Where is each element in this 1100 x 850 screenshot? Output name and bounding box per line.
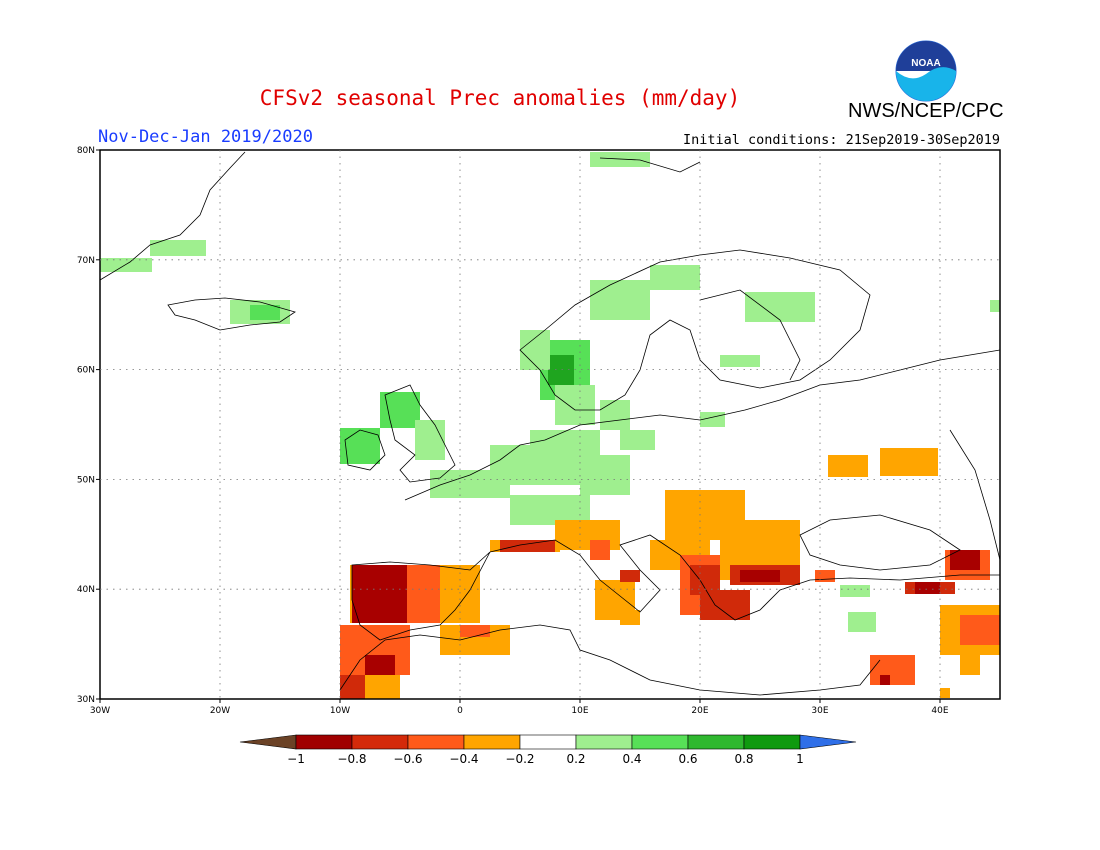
noaa-logo-text: NOAA — [911, 58, 940, 69]
lon-label: 0 — [457, 706, 463, 716]
lon-label: 20E — [691, 706, 708, 716]
colorbar-swatch — [519, 734, 577, 750]
dry-anomalies — [340, 448, 1000, 699]
map-frame — [99, 149, 1001, 700]
coastlines — [99, 151, 1001, 696]
graticule — [100, 150, 1000, 699]
colorbar-label: −0.8 — [337, 752, 366, 766]
lat-label: 70N — [77, 256, 95, 266]
lon-label: 40E — [931, 706, 948, 716]
forecast-period: Nov-Dec-Jan 2019/2020 — [98, 127, 313, 147]
lon-label: 10E — [571, 706, 588, 716]
lon-label: 30E — [811, 706, 828, 716]
colorbar-label: 0.2 — [566, 752, 585, 766]
map-title-text: CFSv2 seasonal Prec anomalies (mm/day) — [259, 86, 741, 110]
lon-label: 30W — [90, 706, 110, 716]
lon-label: 10W — [330, 706, 350, 716]
colorbar: −1 −0.8 −0.6 −0.4 −0.2 0.2 0.4 0.6 0.8 1 — [239, 734, 857, 766]
colorbar-arrow-low — [239, 734, 297, 750]
colorbar-swatch — [295, 734, 353, 750]
colorbar-swatch — [575, 734, 633, 750]
colorbar-label: 0.4 — [622, 752, 641, 766]
noaa-logo: NOAA — [895, 40, 957, 102]
anomaly-fields — [100, 152, 1000, 699]
colorbar-label: −1 — [287, 752, 305, 766]
initial-conditions: Initial conditions: 21Sep2019-30Sep2019 — [683, 132, 1000, 148]
colorbar-swatch — [463, 734, 521, 750]
colorbar-swatch — [631, 734, 689, 750]
lat-label: 30N — [77, 695, 95, 705]
colorbar-label: 0.6 — [678, 752, 697, 766]
colorbar-swatch — [743, 734, 801, 750]
map-title: CFSv2 seasonal Prec anomalies (mm/day) — [0, 86, 1100, 110]
colorbar-label: 1 — [796, 752, 804, 766]
colorbar-arrow-high — [799, 734, 857, 750]
colorbar-label: 0.8 — [734, 752, 753, 766]
colorbar-swatch — [351, 734, 409, 750]
colorbar-swatch — [407, 734, 465, 750]
lat-label: 60N — [77, 366, 95, 376]
colorbar-swatch — [687, 734, 745, 750]
lat-label: 80N — [77, 146, 95, 156]
lat-label: 50N — [77, 475, 95, 485]
colorbar-label: −0.6 — [393, 752, 422, 766]
colorbar-label: −0.4 — [449, 752, 478, 766]
lat-label: 40N — [77, 585, 95, 595]
lon-label: 20W — [210, 706, 230, 716]
colorbar-label: −0.2 — [505, 752, 534, 766]
agency-label: NWS/NCEP/CPC — [848, 100, 1004, 122]
wet-anomalies — [100, 152, 1000, 632]
